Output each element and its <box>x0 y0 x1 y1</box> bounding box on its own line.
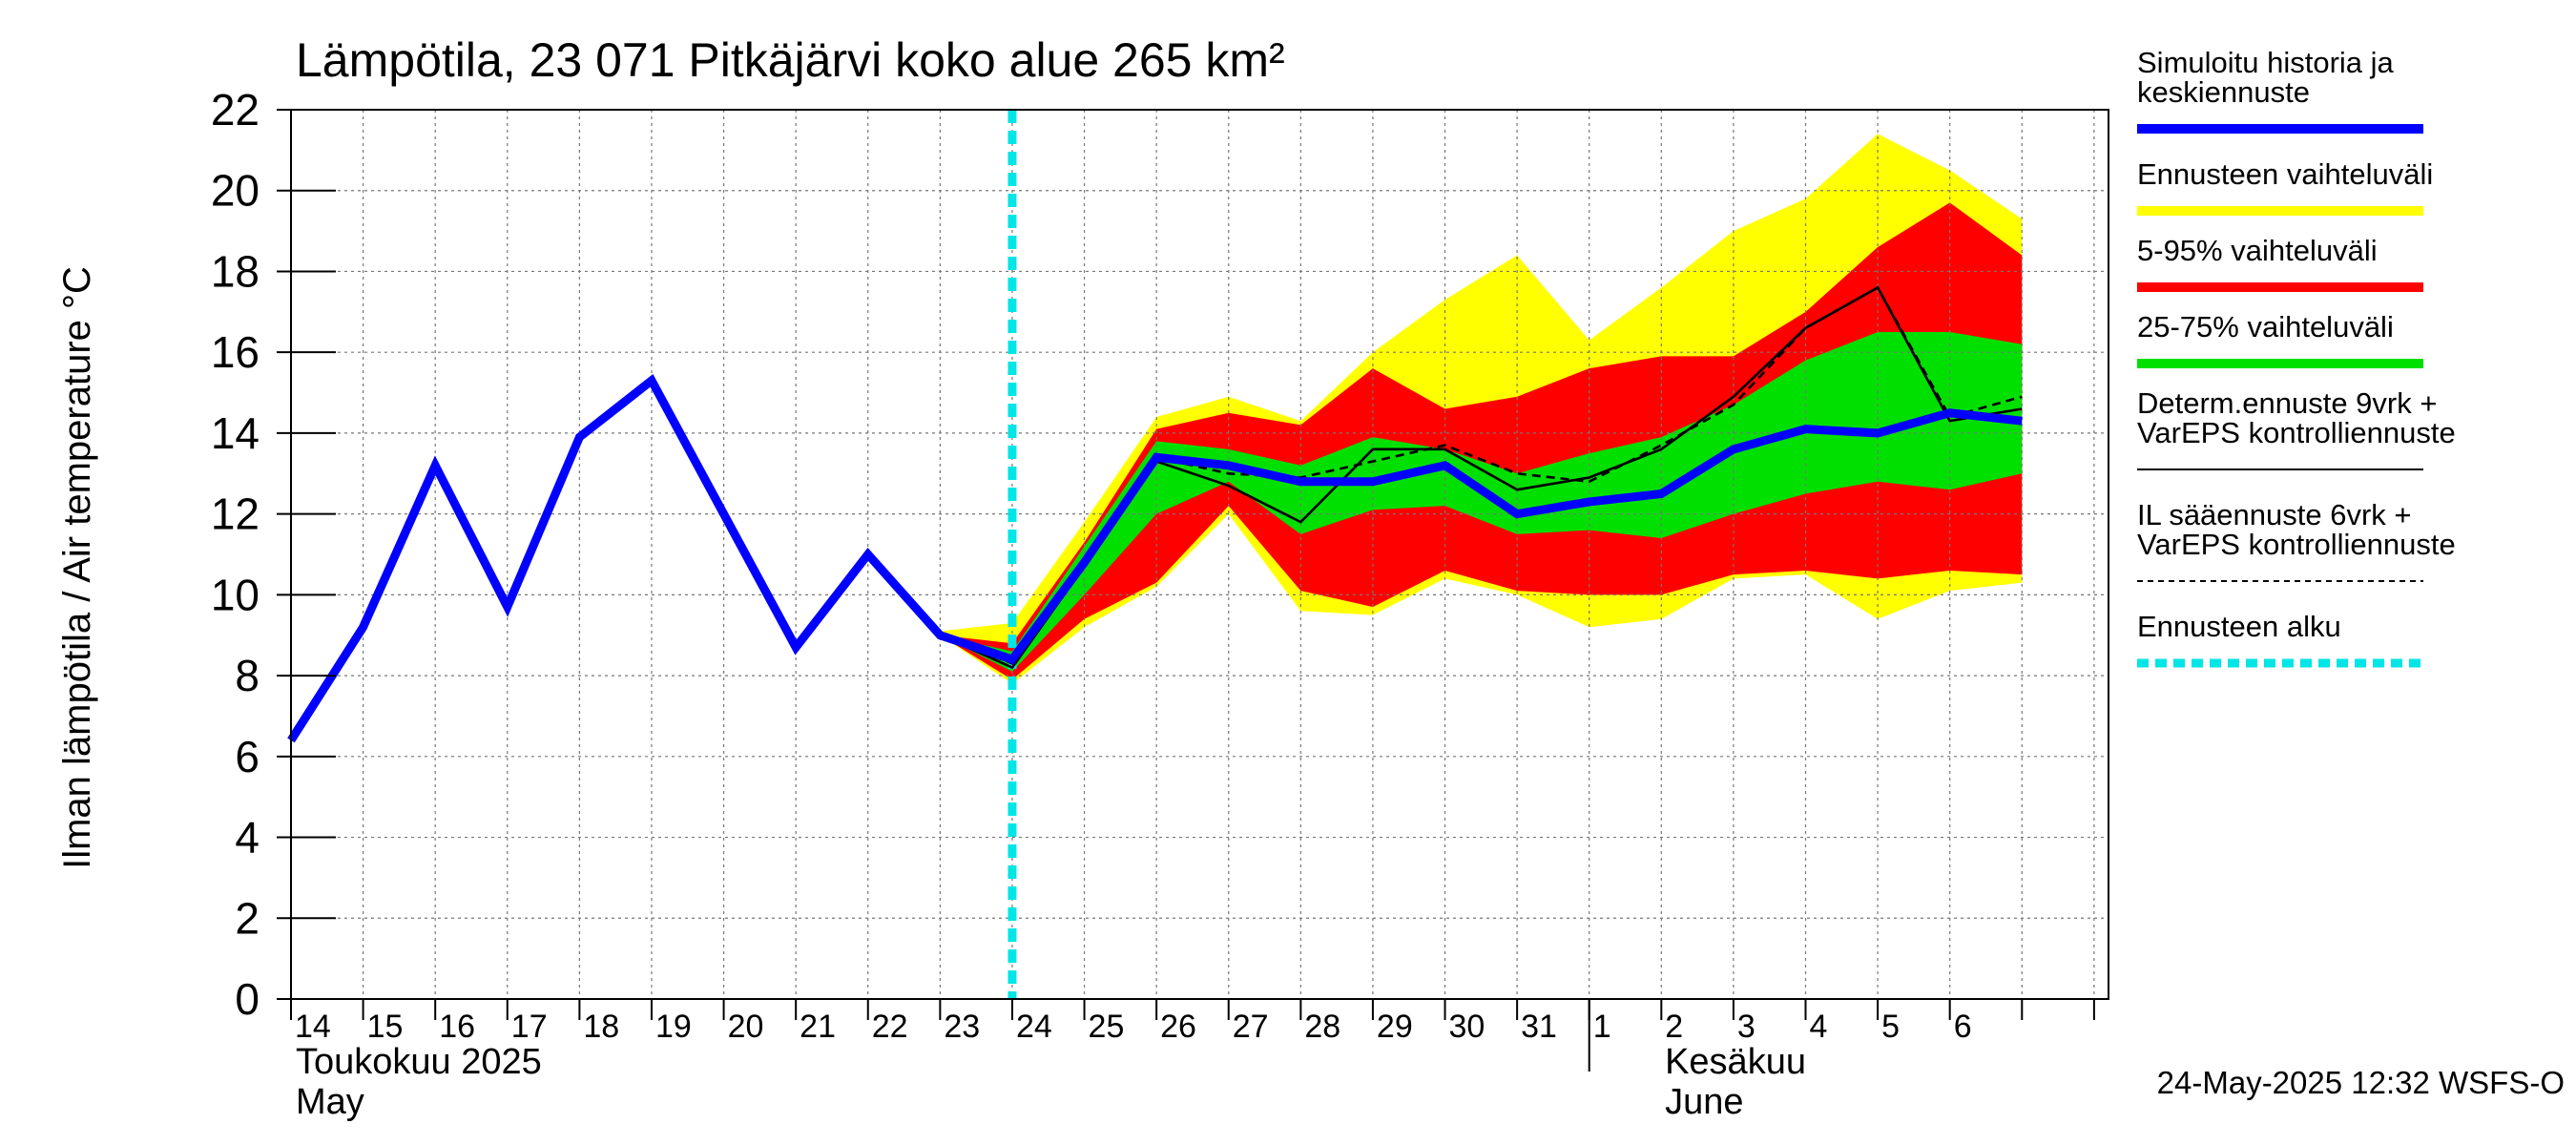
grid-lines <box>291 110 2109 999</box>
y-tick-label: 8 <box>235 651 260 700</box>
y-tick-label: 22 <box>211 85 260 135</box>
legend-label: 25-75% vaihteluväli <box>2137 310 2394 344</box>
x-tick-label: 30 <box>1449 1009 1485 1045</box>
x-tick-label: 16 <box>439 1009 475 1045</box>
x-tick-label: 17 <box>511 1009 548 1045</box>
series-simulated-mean <box>287 374 2023 743</box>
footer-timestamp: 24-May-2025 12:32 WSFS-O <box>2157 1065 2565 1100</box>
x-tick-label: 29 <box>1377 1009 1413 1045</box>
month-label-june-en: June <box>1665 1082 1743 1122</box>
x-tick-label: 22 <box>872 1009 908 1045</box>
x-tick-label: 23 <box>944 1009 980 1045</box>
y-tick-label: 6 <box>235 732 260 781</box>
y-tick-label: 10 <box>211 570 260 619</box>
legend-label: VarEPS kontrolliennuste <box>2137 416 2456 449</box>
legend-label: Simuloitu historia ja <box>2137 46 2395 79</box>
month-label-may-en: May <box>296 1082 364 1122</box>
x-tick-label: 6 <box>1954 1009 1972 1045</box>
y-tick-label: 16 <box>211 327 260 377</box>
legend-label: keskiennuste <box>2137 75 2310 109</box>
legend-label: VarEPS kontrolliennuste <box>2137 528 2456 561</box>
data-series <box>287 110 2023 999</box>
legend-label: Determ.ennuste 9vrk + <box>2137 386 2437 420</box>
x-tick-label: 21 <box>800 1009 836 1045</box>
plot-frame <box>290 109 2109 1000</box>
band-3 <box>940 332 2023 672</box>
x-axis: 14 15 16 17 18 19 20 21 22 23 24 25 26 27 28 29 30 31 1 2 3 4… <box>290 999 2095 1122</box>
x-tick-label: 4 <box>1810 1009 1828 1045</box>
band-2 <box>940 202 2023 680</box>
y-tick-label: 4 <box>235 813 260 863</box>
x-tick-label: 5 <box>1881 1009 1900 1045</box>
x-tick-label: 14 <box>295 1009 331 1045</box>
month-label-june: Kesäkuu <box>1665 1042 1806 1082</box>
y-tick-label: 18 <box>211 246 260 296</box>
x-tick-label: 1 <box>1593 1009 1611 1045</box>
x-tick-label: 28 <box>1304 1009 1340 1045</box>
x-tick-label: 15 <box>367 1009 404 1045</box>
forecast-bands <box>940 134 2023 684</box>
legend-label: Ennusteen alku <box>2137 610 2341 643</box>
x-tick-label: 31 <box>1521 1009 1557 1045</box>
x-tick-label: 25 <box>1089 1009 1125 1045</box>
y-tick-label: 0 <box>235 974 260 1024</box>
legend-label: IL sääennuste 6vrk + <box>2137 498 2412 531</box>
x-tick-label: 24 <box>1016 1009 1052 1045</box>
y-axis: 0 2 4 6 8 10 12 14 16 18 20 22 <box>211 85 336 1024</box>
x-tick-label: 3 <box>1737 1009 1755 1045</box>
legend-label: Ennusteen vaihteluväli <box>2137 157 2433 191</box>
x-tick-label: 2 <box>1665 1009 1683 1045</box>
y-axis-label: Ilman lämpötila / Air temperature °C <box>56 266 98 869</box>
x-tick-label: 20 <box>728 1009 764 1045</box>
y-tick-label: 20 <box>211 166 260 216</box>
plot-area <box>287 109 2109 1000</box>
x-tick-label: 27 <box>1233 1009 1269 1045</box>
month-label-may: Toukokuu 2025 <box>296 1042 542 1082</box>
legend-label: 5-95% vaihteluväli <box>2137 234 2378 267</box>
y-tick-label: 2 <box>235 893 260 943</box>
series-il-forecast <box>939 285 2023 665</box>
chart-title: Lämpötila, 23 071 Pitkäjärvi koko alue 2… <box>296 33 1285 87</box>
y-tick-label: 14 <box>211 408 260 458</box>
x-tick-label: 26 <box>1160 1009 1196 1045</box>
x-tick-label: 18 <box>583 1009 619 1045</box>
y-tick-label: 12 <box>211 489 260 539</box>
x-tick-label: 19 <box>655 1009 692 1045</box>
